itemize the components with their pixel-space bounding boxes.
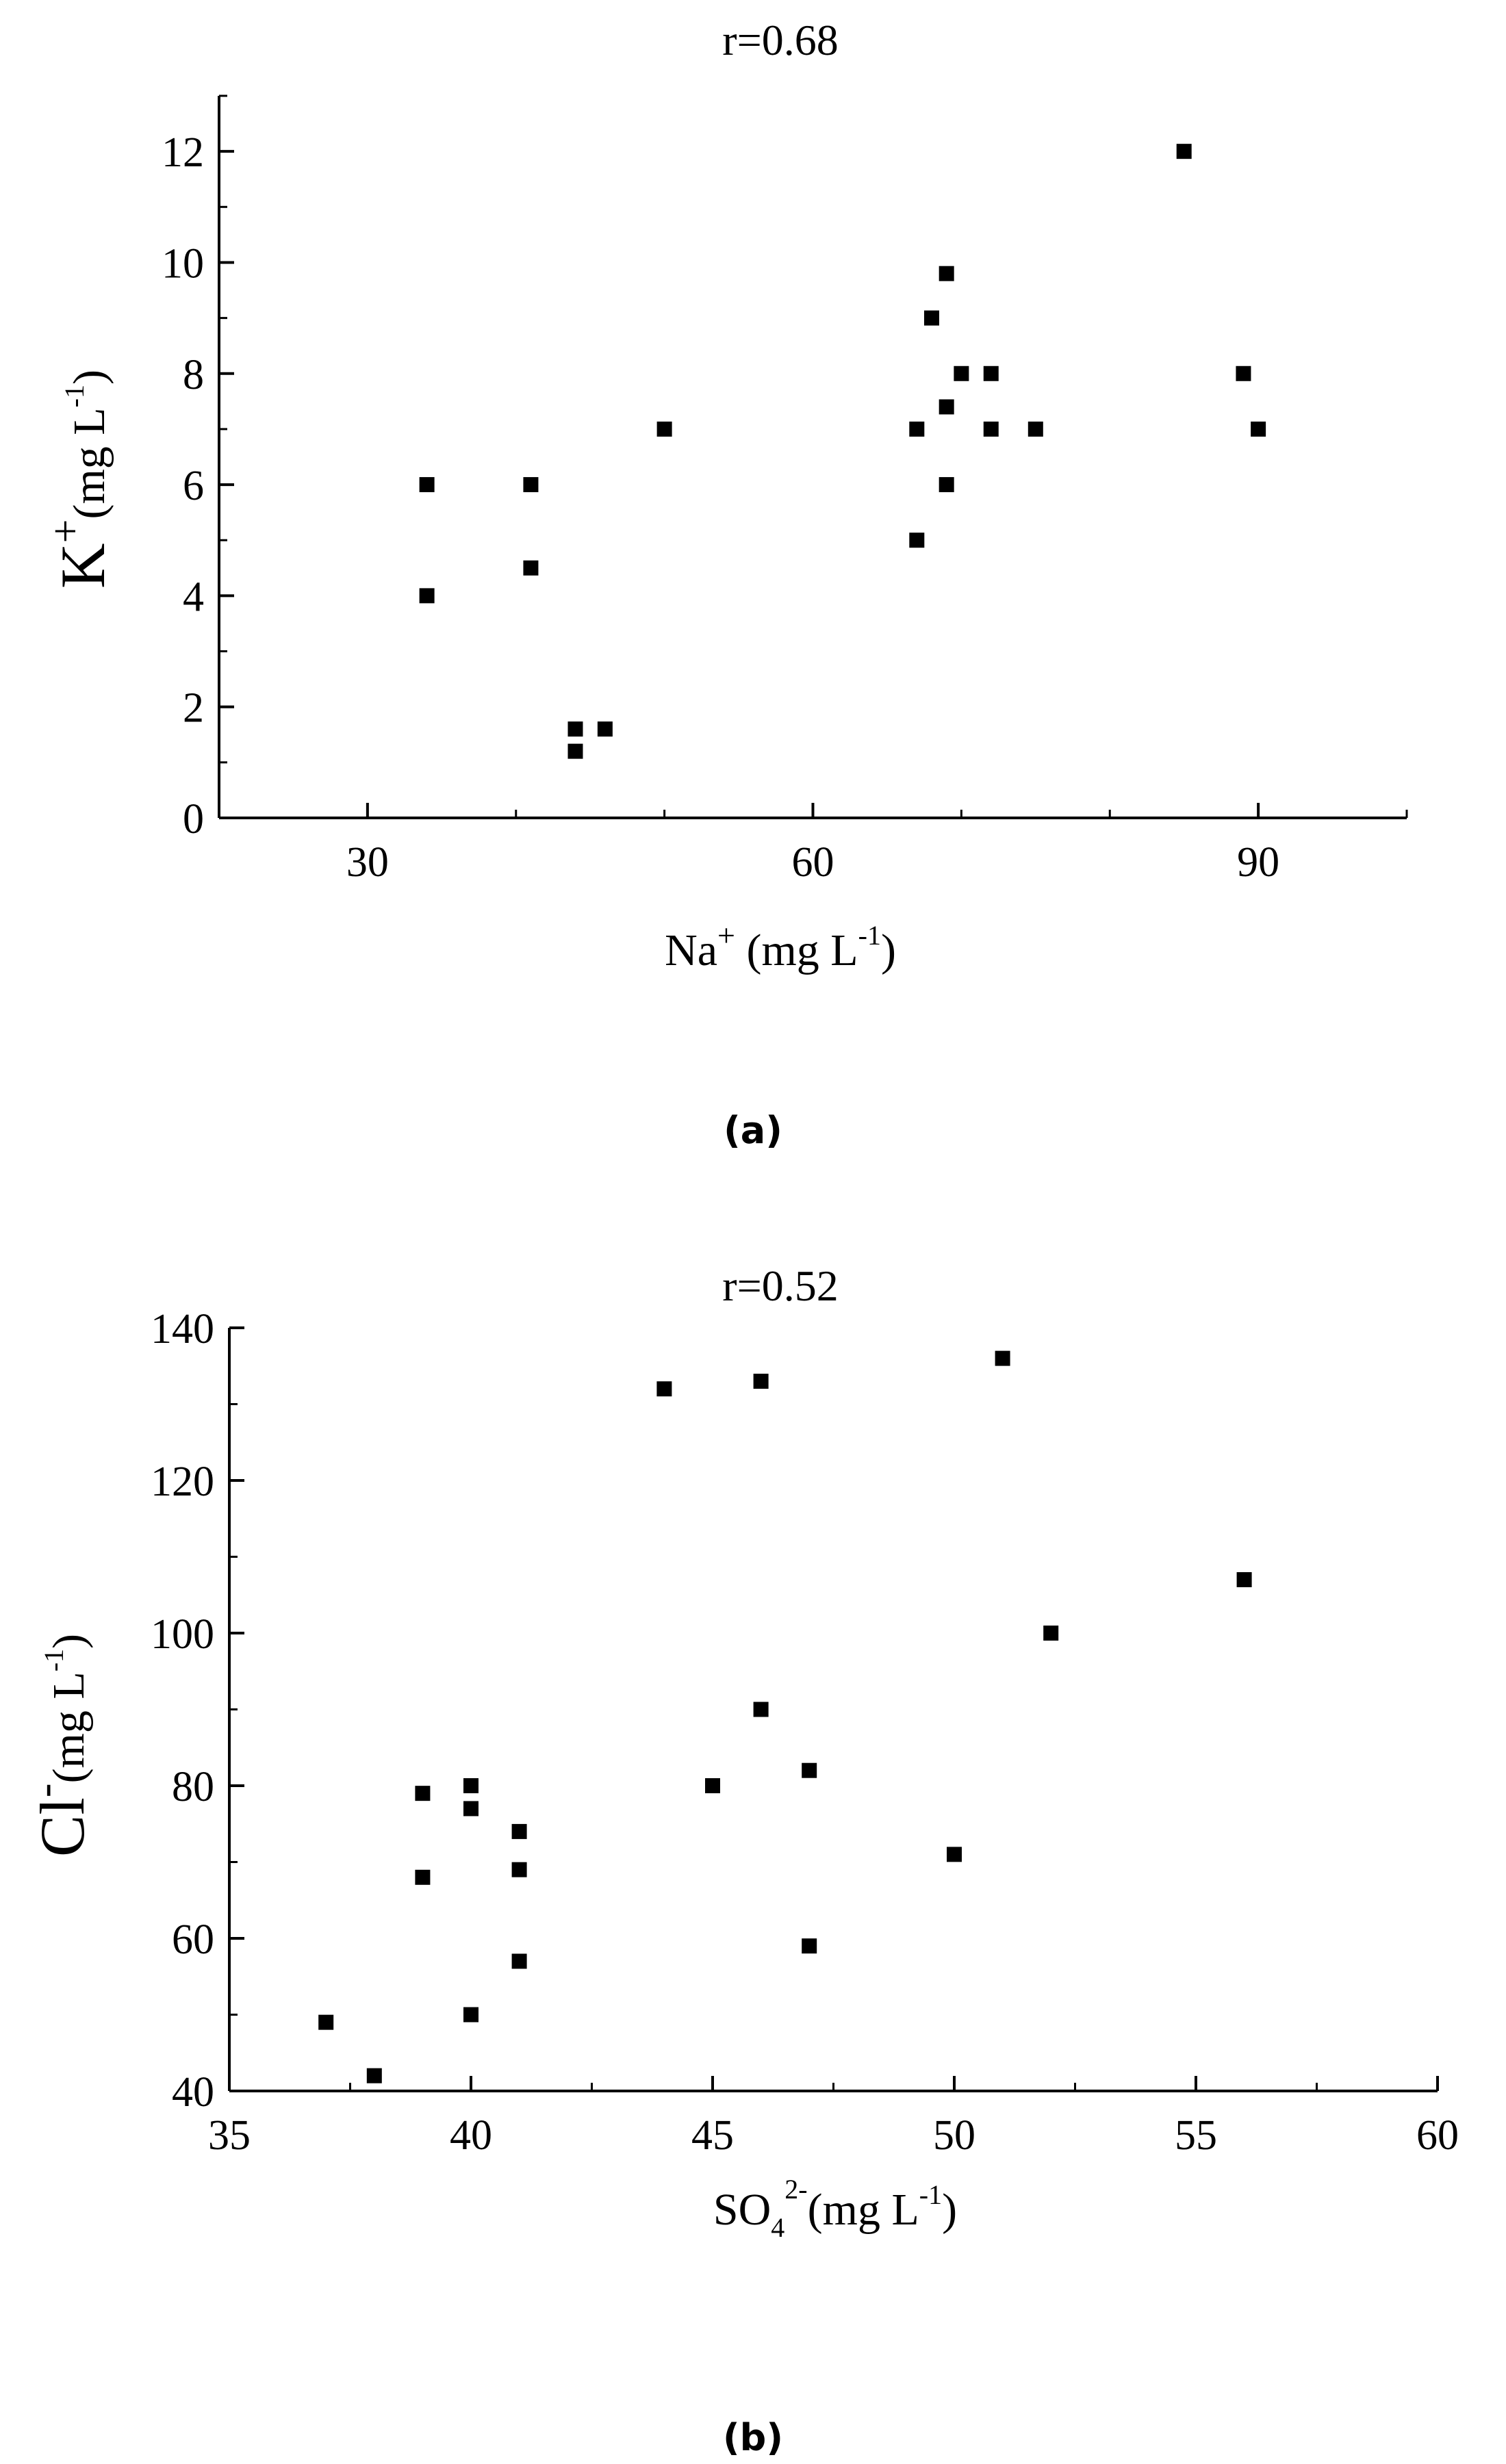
panel-a-xlabel: Na+ (mg L-1) xyxy=(665,918,896,975)
data-point xyxy=(419,477,435,493)
data-point xyxy=(983,421,999,437)
x-tick-label: 90 xyxy=(1237,839,1279,886)
data-point xyxy=(753,1374,769,1389)
y-tick-label: 2 xyxy=(183,685,204,732)
panel-b-label: (b) xyxy=(723,2416,783,2459)
y-tick-label: 8 xyxy=(183,352,204,398)
plot-area-a: 30 60 90 0 2 4 6 8 10 12 xyxy=(162,94,1408,886)
data-point xyxy=(909,532,925,548)
data-point xyxy=(705,1778,720,1793)
data-point xyxy=(983,365,999,381)
panel-b-xlabel: SO42-(mg L-1) xyxy=(713,2174,957,2243)
data-point xyxy=(802,1938,817,1954)
panel-a-label: (a) xyxy=(724,1109,782,1152)
data-point xyxy=(939,399,954,415)
panel-a-ylabel: K+(mg L-1) xyxy=(42,370,118,589)
data-point xyxy=(656,421,672,437)
data-point xyxy=(419,588,435,604)
x-tick-label: 60 xyxy=(792,839,834,886)
y-tick-label: 100 xyxy=(151,1611,214,1658)
data-point xyxy=(523,477,539,493)
data-point xyxy=(939,477,954,493)
data-point xyxy=(1028,421,1043,437)
data-point xyxy=(567,721,583,737)
data-point xyxy=(939,266,954,281)
x-tick-label: 30 xyxy=(346,839,389,886)
data-point xyxy=(924,310,939,326)
x-tick-label: 60 xyxy=(1416,2112,1459,2159)
data-point xyxy=(1176,144,1192,159)
panel-b-ylabel: Cl-(mg L-1) xyxy=(22,1634,97,1857)
y-tick-label: 120 xyxy=(151,1459,214,1505)
data-point xyxy=(1236,1571,1252,1587)
data-point xyxy=(318,2014,334,2030)
x-tick-label: 55 xyxy=(1175,2112,1217,2159)
data-point xyxy=(415,1869,431,1885)
data-point xyxy=(1043,1626,1059,1641)
y-tick-label: 12 xyxy=(162,129,204,176)
x-tick-label: 45 xyxy=(691,2112,734,2159)
data-point xyxy=(463,2007,478,2023)
data-point xyxy=(656,1381,672,1397)
data-point xyxy=(523,560,539,576)
x-tick-label: 35 xyxy=(208,2112,251,2159)
data-point xyxy=(366,2068,382,2083)
y-tick-label: 40 xyxy=(172,2069,214,2116)
y-tick-label: 60 xyxy=(172,1916,214,1963)
data-point xyxy=(463,1778,478,1793)
data-point xyxy=(511,1862,527,1877)
x-tick-label: 40 xyxy=(450,2112,492,2159)
panel-a-title: r=0.68 xyxy=(722,16,838,64)
y-tick-label: 10 xyxy=(162,240,204,287)
data-point xyxy=(597,721,613,737)
data-point xyxy=(753,1702,769,1717)
data-point xyxy=(1236,365,1251,381)
data-point xyxy=(909,421,925,437)
data-point xyxy=(567,743,583,759)
data-point xyxy=(802,1762,817,1778)
x-tick-label: 50 xyxy=(933,2112,975,2159)
data-point xyxy=(954,365,969,381)
y-tick-label: 4 xyxy=(183,574,204,620)
panel-b-title: r=0.52 xyxy=(722,1261,838,1310)
y-tick-label: 6 xyxy=(183,463,204,509)
y-tick-label: 80 xyxy=(172,1764,214,1810)
y-tick-label: 140 xyxy=(151,1306,214,1352)
data-point xyxy=(1251,421,1266,437)
y-tick-label: 0 xyxy=(183,796,204,843)
data-point xyxy=(511,1953,527,1969)
scatter-panel-a: r=0.68 30 60 90 0 2 4 6 8 10 12 Na+ (mg L-1) K+(m… xyxy=(42,16,1408,1152)
data-point xyxy=(415,1786,431,1801)
data-point xyxy=(947,1847,962,1862)
data-point xyxy=(511,1823,527,1839)
data-point xyxy=(463,1801,478,1817)
data-point xyxy=(995,1350,1010,1366)
